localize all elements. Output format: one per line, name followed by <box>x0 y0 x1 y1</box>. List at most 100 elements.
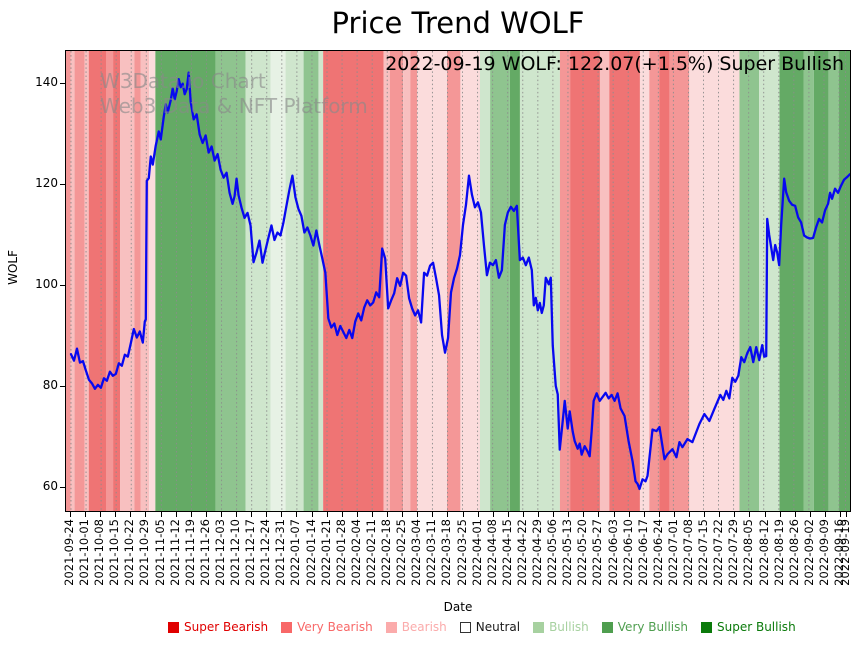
x-tick-label: 2021-11-05 <box>152 519 167 586</box>
x-tick-label: 2022-08-26 <box>786 519 801 586</box>
x-tick-mark <box>673 512 675 517</box>
x-tick-mark <box>85 512 87 517</box>
x-tick-mark <box>115 512 117 517</box>
price-line <box>69 71 850 491</box>
x-axis-label: Date <box>443 600 473 614</box>
sentiment-band-bearish <box>599 51 610 511</box>
x-tick-mark <box>341 512 343 517</box>
x-tick-mark <box>296 512 298 517</box>
x-tick-label: 2022-04-15 <box>499 519 514 586</box>
sentiment-band-bullish <box>519 51 560 511</box>
legend-item-super-bearish: Super Bearish <box>168 620 268 634</box>
x-tick-mark <box>794 512 796 517</box>
y-tick-mark <box>60 83 65 85</box>
sentiment-band-very-bullish <box>303 51 319 511</box>
x-tick-label: 2021-12-03 <box>212 519 227 586</box>
x-tick-label: 2022-04-22 <box>514 519 529 586</box>
x-tick-mark <box>764 512 766 517</box>
legend-label: Super Bullish <box>717 620 796 634</box>
sentiment-band-very-bullish <box>215 51 246 511</box>
x-tick-mark <box>583 512 585 517</box>
x-tick-label: 2022-07-08 <box>681 519 696 586</box>
x-tick-mark <box>236 512 238 517</box>
sentiment-band-very-bearish <box>66 51 71 511</box>
legend-label: Bearish <box>401 620 447 634</box>
x-tick-mark <box>447 512 449 517</box>
x-tick-mark <box>507 512 509 517</box>
sentiment-band-very-bearish <box>105 51 114 511</box>
sentiment-band-very-bullish <box>828 51 840 511</box>
legend-swatch-icon <box>459 621 471 633</box>
sentiment-band-very-bearish <box>649 51 660 511</box>
legend-swatch-icon <box>385 621 397 633</box>
x-tick-label: 2022-05-13 <box>560 519 575 586</box>
sentiment-band-super-bearish <box>570 51 600 511</box>
legend-item-bullish: Bullish <box>533 620 589 634</box>
sentiment-band-very-bullish <box>739 51 760 511</box>
y-tick-label: 140 <box>35 75 58 90</box>
sentiment-band-bearish-faint <box>149 51 156 511</box>
legend-item-bearish: Bearish <box>385 620 447 634</box>
sentiment-band-bearish <box>120 51 135 511</box>
x-tick-label: 2022-05-06 <box>545 519 560 586</box>
legend-item-super-bullish: Super Bullish <box>701 620 796 634</box>
legend-swatch-icon <box>701 621 712 633</box>
sentiment-band-bearish-faint <box>460 51 481 511</box>
x-tick-label: 2022-02-04 <box>348 519 363 586</box>
x-tick-label: 2021-12-24 <box>258 519 273 586</box>
x-tick-label: 2022-06-10 <box>620 519 635 586</box>
x-tick-mark <box>492 512 494 517</box>
chart-title: Price Trend WOLF <box>331 6 585 40</box>
legend-swatch-icon <box>281 621 293 633</box>
sentiment-band-super-bullish <box>155 51 216 511</box>
x-tick-label: 2022-06-24 <box>650 519 665 586</box>
x-tick-label: 2022-09-19 <box>838 519 853 586</box>
x-tick-mark <box>477 512 479 517</box>
x-tick-mark <box>689 512 691 517</box>
x-tick-mark <box>839 512 841 517</box>
x-tick-label: 2022-09-09 <box>816 519 831 586</box>
x-tick-label: 2022-03-04 <box>409 519 424 586</box>
x-tick-label: 2022-07-01 <box>665 519 680 586</box>
x-tick-mark <box>402 512 404 517</box>
x-tick-mark <box>160 512 162 517</box>
x-tick-label: 2022-04-01 <box>469 519 484 586</box>
x-tick-mark <box>734 512 736 517</box>
sentiment-band-bullish <box>759 51 780 511</box>
x-tick-mark <box>613 512 615 517</box>
x-tick-mark <box>628 512 630 517</box>
x-tick-mark <box>220 512 222 517</box>
x-tick-mark <box>598 512 600 517</box>
x-tick-mark <box>538 512 540 517</box>
x-tick-mark <box>145 512 147 517</box>
x-tick-label: 2022-03-25 <box>454 519 469 586</box>
x-tick-label: 2021-11-19 <box>182 519 197 586</box>
sentiment-band-bearish <box>84 51 89 511</box>
x-tick-label: 2022-08-19 <box>771 519 786 586</box>
x-tick-mark <box>70 512 71 517</box>
legend-item-very-bullish: Very Bullish <box>601 620 688 634</box>
x-tick-label: 2022-06-17 <box>635 519 650 586</box>
x-tick-mark <box>205 512 207 517</box>
x-tick-mark <box>704 512 706 517</box>
x-tick-mark <box>311 512 313 517</box>
sentiment-band-very-bearish <box>559 51 571 511</box>
legend-label: Super Bearish <box>184 620 269 634</box>
x-tick-label: 2022-09-02 <box>801 519 816 586</box>
x-tick-label: 2022-03-18 <box>439 519 454 586</box>
y-tick-mark <box>60 487 65 489</box>
x-tick-mark <box>749 512 751 517</box>
x-tick-label: 2022-02-18 <box>379 519 394 586</box>
sentiment-band-bullish <box>318 51 324 511</box>
x-tick-mark <box>417 512 419 517</box>
x-tick-label: 2021-12-10 <box>228 519 243 586</box>
x-tick-label: 2022-02-25 <box>394 519 409 586</box>
x-tick-mark <box>387 512 389 517</box>
legend-label: Very Bearish <box>297 620 373 634</box>
sentiment-band-super-bearish <box>113 51 121 511</box>
x-tick-mark <box>100 512 102 517</box>
sentiment-band-bearish <box>70 51 75 511</box>
sentiment-legend: Super Bearish Very Bearish Bearish Neutral B… <box>168 620 796 634</box>
y-tick-mark <box>60 285 65 287</box>
